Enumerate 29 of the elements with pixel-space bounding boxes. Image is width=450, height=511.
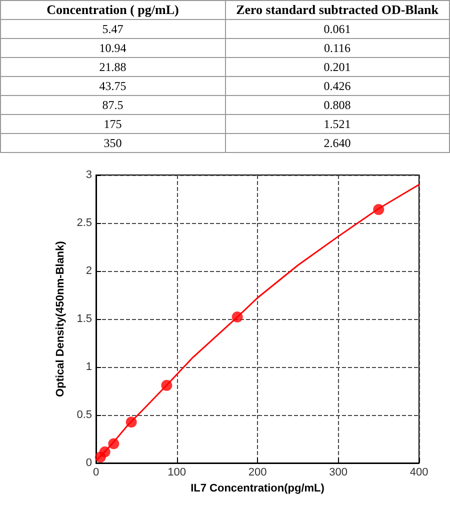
text: 10.94 xyxy=(0,38,225,58)
text: 5.47 xyxy=(0,20,225,38)
x-tick-label: 100 xyxy=(168,466,186,478)
y-tick-label: 1 xyxy=(86,361,92,373)
x-axis-title: IL7 Concentration(pg/mL) xyxy=(190,482,325,494)
text: 43.75 xyxy=(0,76,225,96)
text: 1.521 xyxy=(225,114,450,134)
y-tick-label: 2 xyxy=(86,265,92,277)
text: 21.88 xyxy=(0,58,225,76)
y-tick-label: 2.5 xyxy=(76,217,92,229)
y-tick-label: 0 xyxy=(86,457,92,469)
text: 0.808 xyxy=(225,96,450,114)
y-tick-label: 3 xyxy=(86,169,92,181)
x-tick-label: 200 xyxy=(248,466,267,478)
text: Zero standard subtracted OD-Blank xyxy=(225,0,450,20)
text: 0.061 xyxy=(225,20,450,38)
text: 0.426 xyxy=(225,76,450,96)
y-tick-label: 0.5 xyxy=(76,409,92,421)
y-axis-title: Optical Density(450nm-Blank) xyxy=(54,240,66,397)
text: Concentration ( pg/mL) xyxy=(0,0,225,20)
text: 0.116 xyxy=(225,38,450,58)
y-tick-label: 1.5 xyxy=(76,313,92,325)
text: 350 xyxy=(0,134,225,152)
text: 2.640 xyxy=(225,134,450,152)
text: 0.201 xyxy=(225,58,450,76)
x-tick-label: 400 xyxy=(410,466,428,478)
text: 87.5 xyxy=(0,96,225,114)
text: 175 xyxy=(0,114,225,134)
x-tick-label: 300 xyxy=(329,466,348,478)
